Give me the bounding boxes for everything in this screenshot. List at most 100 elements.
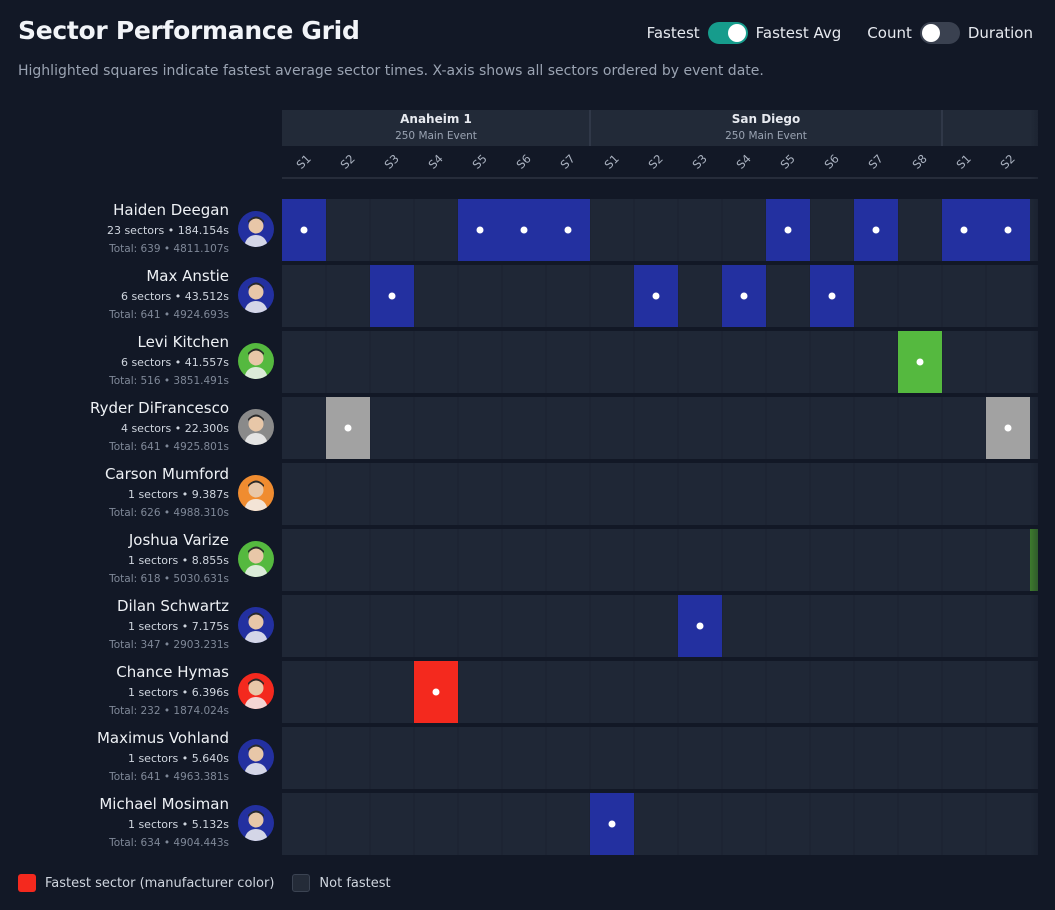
fastest-marker-dot [872, 226, 880, 234]
rider-name: Dilan Schwartz [116, 597, 229, 615]
rider-row[interactable]: Maximus Vohland 1 sectors • 5.640s Total: … [0, 727, 278, 789]
fastest-marker-dot [652, 292, 660, 300]
fastest-marker-dot [432, 688, 440, 696]
rider-name: Maximus Vohland [96, 729, 229, 747]
rider-total: Total: 641 • 4925.801s [109, 441, 229, 453]
rider-total: Total: 618 • 5030.631s [109, 573, 229, 585]
fastest-marker-dot [520, 226, 528, 234]
grid-row-background [282, 529, 1038, 591]
rider-total: Total: 641 • 4924.693s [109, 309, 229, 321]
rider-total: Total: 634 • 4904.443s [109, 837, 229, 849]
toggle-knob [921, 24, 940, 42]
avatar-icon [244, 744, 268, 775]
rider-row[interactable]: Max Anstie 6 sectors • 43.512s Total: 641 … [0, 265, 278, 327]
rider-avatar [238, 409, 274, 445]
rider-avatar [238, 739, 274, 775]
fastest-marker-dot [1004, 226, 1012, 234]
sector-label: S8 [910, 152, 930, 172]
rider-total: Total: 516 • 3851.491s [109, 375, 229, 387]
rider-avatar [238, 673, 274, 709]
avatar-icon [244, 414, 268, 445]
avatar-icon [244, 480, 268, 511]
fastest-marker-dot [1004, 424, 1012, 432]
rider-stats: 1 sectors • 7.175s [127, 620, 229, 633]
grid-row-background [282, 397, 1038, 459]
sector-label: S3 [382, 152, 402, 172]
rider-row[interactable]: Chance Hymas 1 sectors • 6.396s Total: 232… [0, 661, 278, 723]
duration-label: Duration [967, 24, 1033, 42]
sector-label: S1 [294, 152, 314, 172]
rider-name: Ryder DiFrancesco [90, 399, 229, 417]
sector-grid: Anaheim 1 250 Main Event San Diego 250 Main… [0, 110, 1055, 860]
sector-label: S5 [470, 152, 490, 172]
rider-avatar [238, 343, 274, 379]
event-name: Anaheim 1 [400, 112, 472, 126]
rider-stats: 4 sectors • 22.300s [120, 422, 229, 435]
grid-row-background [282, 595, 1038, 657]
rider-name: Max Anstie [146, 267, 229, 285]
sector-label: S6 [514, 152, 534, 172]
rider-avatar [238, 805, 274, 841]
avatar-icon [244, 612, 268, 643]
rider-stats: 1 sectors • 5.132s [127, 818, 229, 831]
rider-stats: 1 sectors • 6.396s [127, 686, 229, 699]
rider-avatar [238, 475, 274, 511]
rider-row[interactable]: Joshua Varize 1 sectors • 8.855s Total: 61… [0, 529, 278, 591]
fastest-marker-dot [960, 226, 968, 234]
sector-label: S7 [558, 152, 578, 172]
page-title: Sector Performance Grid [18, 16, 360, 45]
sector-label: S1 [954, 152, 974, 172]
avatar-icon [244, 282, 268, 313]
event-name: San Diego [732, 112, 801, 126]
rider-avatar [238, 541, 274, 577]
fastest-marker-dot [916, 358, 924, 366]
sector-label: S2 [998, 152, 1018, 172]
sector-label: S4 [734, 152, 754, 172]
rider-avatar [238, 277, 274, 313]
legend-fastest-label: Fastest sector (manufacturer color) [45, 875, 275, 891]
sector-label: S4 [426, 152, 446, 172]
fastest-marker-dot [696, 622, 704, 630]
view-toggles: Fastest Fastest Avg Count Duration [639, 22, 1041, 44]
fastest-marker-dot [564, 226, 572, 234]
event-subtitle: 250 Main Event [395, 130, 477, 142]
sector-label: S3 [690, 152, 710, 172]
not-fastest-swatch [292, 874, 311, 892]
rider-name: Carson Mumford [104, 465, 229, 483]
fastest-marker-dot [784, 226, 792, 234]
grid-row-background [282, 661, 1038, 723]
rider-row[interactable]: Haiden Deegan 23 sectors • 184.154s Total:… [0, 199, 278, 261]
rider-row[interactable]: Ryder DiFrancesco 4 sectors • 22.300s Tota… [0, 397, 278, 459]
rider-name: Haiden Deegan [113, 201, 229, 219]
sector-label: S6 [822, 152, 842, 172]
grid-row-background [282, 463, 1038, 525]
fastest-marker-dot [388, 292, 396, 300]
rider-row[interactable]: Dilan Schwartz 1 sectors • 7.175s Total: 3… [0, 595, 278, 657]
scroll-fade-edge [1030, 110, 1055, 860]
fastest-avg-label: Fastest Avg [755, 24, 842, 42]
fastest-marker-dot [344, 424, 352, 432]
sector-label: S7 [866, 152, 886, 172]
sector-label: S2 [646, 152, 666, 172]
grid-row-background [282, 727, 1038, 789]
rider-stats: 6 sectors • 43.512s [120, 290, 229, 303]
fastest-marker-dot [828, 292, 836, 300]
rider-avatar [238, 211, 274, 247]
rider-name: Levi Kitchen [137, 333, 229, 351]
rider-name: Michael Mosiman [99, 795, 229, 813]
avatar-icon [244, 348, 268, 379]
sector-label: S2 [338, 152, 358, 172]
count-duration-toggle[interactable] [919, 22, 960, 44]
fastest-marker-dot [300, 226, 308, 234]
fastest-avg-toggle[interactable] [707, 22, 748, 44]
fastest-marker-dot [740, 292, 748, 300]
rider-row[interactable]: Michael Mosiman 1 sectors • 5.132s Total: … [0, 793, 278, 855]
avatar-icon [244, 546, 268, 577]
rider-avatar [238, 607, 274, 643]
rider-stats: 1 sectors • 8.855s [127, 554, 229, 567]
rider-row[interactable]: Carson Mumford 1 sectors • 9.387s Total: 6… [0, 463, 278, 525]
legend-not-fastest-label: Not fastest [319, 875, 391, 891]
rider-row[interactable]: Levi Kitchen 6 sectors • 41.557s Total: 51… [0, 331, 278, 393]
event-header-band [282, 110, 1038, 146]
rider-total: Total: 232 • 1874.024s [109, 705, 229, 717]
